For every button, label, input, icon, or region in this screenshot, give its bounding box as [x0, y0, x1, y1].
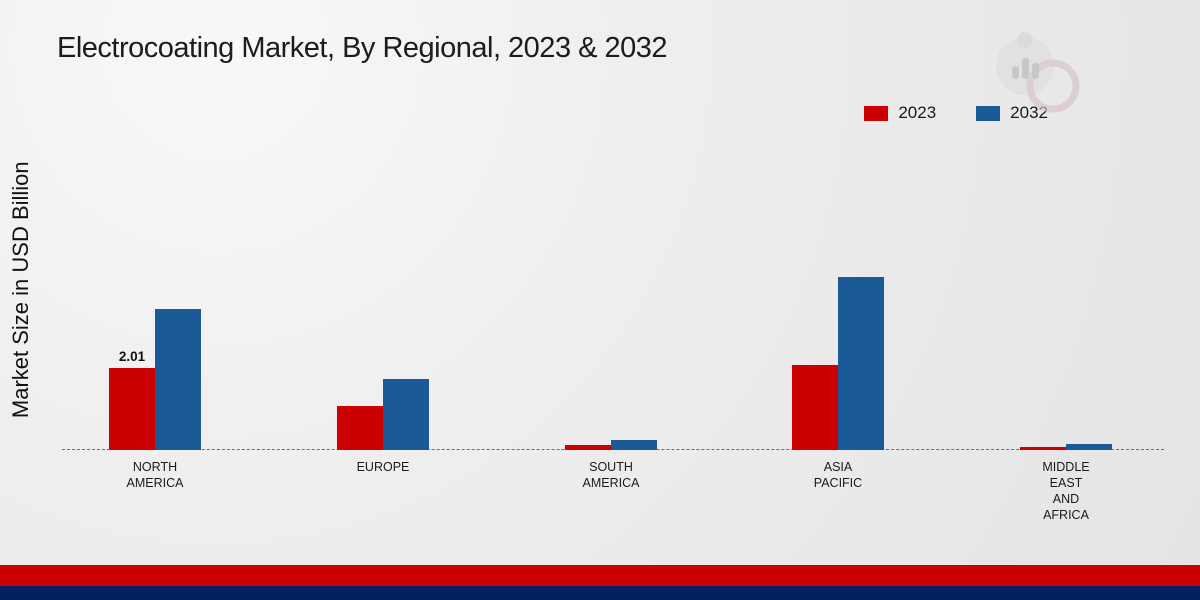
category-label-south-america: SOUTH AMERICA: [582, 460, 640, 490]
bar-2032-south-america: [611, 440, 657, 450]
bar-2023-north-america: [109, 368, 155, 450]
bar-2023-asia-pacific: [792, 365, 838, 450]
category-label-north-america: NORTH AMERICA: [126, 460, 184, 490]
bar-2023-middle-east-and-africa: [1020, 447, 1066, 450]
footer-navy-stripe: [0, 586, 1200, 600]
footer-red-stripe: [0, 565, 1200, 586]
bar-2032-middle-east-and-africa: [1066, 444, 1112, 450]
company-watermark-logo: [996, 32, 1080, 113]
category-label-europe: EUROPE: [356, 460, 410, 474]
bar-2023-europe: [337, 406, 383, 450]
chart-title: Electrocoating Market, By Regional, 2023…: [57, 32, 668, 64]
legend-item-2023: 2023: [864, 103, 936, 123]
legend-swatch-2023: [864, 105, 889, 121]
category-label-middle-east-and-africa: MIDDLE EAST AND AFRICA: [1042, 460, 1090, 522]
bar-value-label: 2.01: [118, 349, 146, 364]
bar-2032-europe: [383, 379, 429, 450]
bar-2032-north-america: [155, 309, 201, 450]
legend-swatch-2032: [976, 105, 1001, 121]
bar-2032-asia-pacific: [838, 277, 884, 450]
legend-label-2023: 2023: [898, 103, 937, 122]
bar-2023-south-america: [565, 445, 611, 450]
category-label-asia-pacific: ASIA PACIFIC: [813, 460, 863, 490]
